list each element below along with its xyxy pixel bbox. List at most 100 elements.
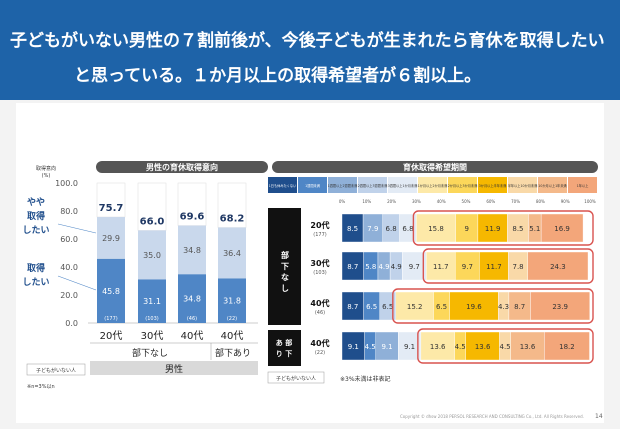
y-tick-label: 60.0 (60, 235, 78, 244)
y-tick-label: 20.0 (60, 291, 78, 300)
highlight-one-month-plus (412, 210, 594, 246)
segment-value-label: 6.5 (382, 303, 393, 311)
legend-label: 2週間以上3週間未満 (358, 183, 388, 188)
bar-total-label: 68.2 (220, 214, 245, 225)
legend-label: 3週間以上1か月未満 (388, 183, 418, 188)
sample-size-label: (46) (187, 316, 197, 322)
right-note: ※3%未満は非表記 (340, 375, 391, 383)
row-sample-size: (22) (315, 350, 325, 356)
x-tick-label: 50% (462, 199, 471, 204)
group-band-no-subordinates (268, 208, 301, 325)
segment-value-label: 15.2 (407, 303, 423, 311)
left-note-box (26, 363, 86, 376)
bar-value-label-want: 45.8 (102, 287, 120, 296)
legend-swatch (448, 177, 477, 193)
segment-value-label: 9.1 (348, 343, 359, 351)
segment-value-label: 4.5 (455, 343, 466, 351)
legend-want-leader (57, 275, 97, 291)
group-band-label-1b: 下 (281, 262, 289, 271)
category-label: 40代 (221, 330, 244, 342)
left-chart-title-pill (96, 161, 268, 173)
segment-value-label: 9.7 (409, 263, 420, 271)
bar-want (138, 279, 166, 323)
segment-value-label: 11.7 (433, 263, 449, 271)
x-tick-label: 0% (339, 199, 346, 204)
legend-swatch (478, 177, 507, 193)
legend-swatch (538, 177, 567, 193)
x-tick-label: 100% (584, 199, 596, 204)
row-sample-size: (46) (315, 310, 325, 316)
bar-value-label-somewhat: 36.4 (223, 249, 241, 258)
page-number: 14 (595, 413, 603, 420)
y-axis-label: 取得意向 (36, 165, 56, 172)
bar-remainder (137, 182, 167, 231)
x-tick-label: 40% (437, 199, 446, 204)
outer-label-male: 男性 (165, 363, 183, 375)
segment-value-label: 24.3 (550, 263, 566, 271)
legend-somewhat-1: やや (27, 197, 45, 208)
bar-remainder (177, 182, 207, 226)
stacked-segment (544, 331, 590, 361)
segment-value-label: 19.6 (466, 303, 482, 311)
segment-value-label: 8.7 (514, 303, 525, 311)
left-note: ※n=3%以n (27, 384, 55, 390)
right-note-box-text: 子どもがいない人 (276, 375, 316, 382)
bar-total-label: 75.7 (99, 203, 124, 214)
legend-swatch (568, 177, 597, 193)
segment-value-label: 9 (465, 225, 469, 233)
legend-want-2: したい (22, 277, 49, 288)
segment-value-label: 15.8 (428, 225, 444, 233)
stacked-segment (510, 331, 545, 361)
segment-value-label: 16.9 (554, 225, 570, 233)
legend-somewhat-2: 取得 (27, 210, 45, 222)
legend-swatch (358, 177, 387, 193)
segment-value-label: 8.5 (347, 225, 358, 233)
segment-value-label: 23.9 (552, 303, 568, 311)
bar-total-label: 69.6 (180, 212, 205, 223)
stacked-segment (420, 331, 455, 361)
stacked-segment (426, 251, 456, 281)
segment-value-label: 4.9 (378, 263, 389, 271)
headline-line-2: と思っている。１か月以上の取得希望者が６割以上。 (74, 66, 482, 86)
stacked-segment (465, 331, 500, 361)
left-chart-title: 男性の育休取得意向 (146, 162, 218, 172)
x-tick-label: 90% (561, 199, 570, 204)
segment-value-label: 4.5 (499, 343, 510, 351)
segment-value-label: 8.5 (512, 225, 523, 233)
segment-value-label: 5.8 (365, 263, 376, 271)
bar-want (97, 258, 125, 323)
legend-swatch (298, 177, 327, 193)
row-label: 40代 (310, 338, 329, 348)
right-note-box (267, 371, 325, 384)
row-sample-size: (177) (313, 232, 326, 238)
legend-label: 1か月以上2か月未満 (418, 183, 448, 188)
segment-value-label: 18.2 (559, 343, 575, 351)
stacked-segment (455, 251, 480, 281)
group-band-label-1c: な (281, 273, 289, 282)
right-chart-title: 育休取得希望期間 (403, 162, 467, 172)
legend-swatch (418, 177, 447, 193)
segment-value-label: 9.1 (381, 343, 392, 351)
legend-want-1: 取得 (27, 262, 45, 274)
stacked-segment (395, 291, 434, 321)
x-tick-label: 70% (511, 199, 520, 204)
sample-size-label: (103) (145, 316, 158, 322)
legend-somewhat-leader (57, 223, 97, 234)
group-label-no-subordinates: 部下なし (132, 347, 168, 359)
category-label: 40代 (181, 330, 204, 342)
legend-somewhat-3: したい (22, 225, 49, 236)
outer-label-band (90, 361, 258, 375)
group-band-label-2a: あ 部 (276, 338, 292, 347)
segment-value-label: 13.6 (475, 343, 491, 351)
segment-value-label: 13.6 (430, 343, 446, 351)
bar-somewhat-want (178, 225, 206, 275)
y-tick-label: 80.0 (60, 207, 78, 216)
legend-swatch (268, 177, 297, 193)
x-tick-label: 10% (362, 199, 371, 204)
segment-value-label: 7.9 (367, 225, 378, 233)
segment-value-label: 6.8 (386, 225, 397, 233)
bar-value-label-want: 31.1 (143, 297, 161, 306)
stacked-segment (527, 251, 589, 281)
bar-want (218, 278, 246, 323)
segment-value-label: 4.5 (365, 343, 376, 351)
